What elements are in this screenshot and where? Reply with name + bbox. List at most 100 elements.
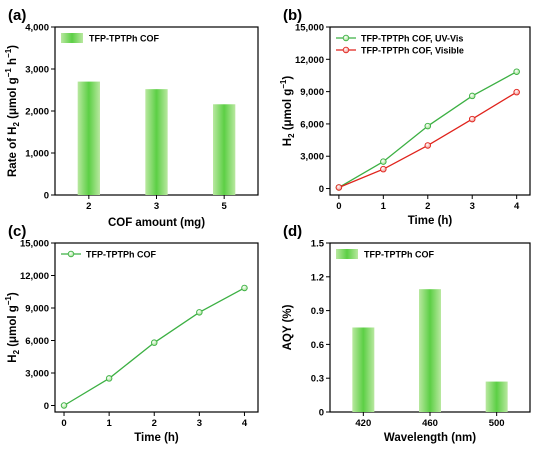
- legend-marker: [342, 34, 350, 42]
- y-axis-label-part: H: [7, 354, 19, 362]
- x-tick-label: 1: [106, 418, 112, 429]
- legend-label: TFP-TPTPh COF: [364, 250, 434, 260]
- y-axis-label-part: ): [7, 45, 19, 49]
- y-axis-label: AQY (%): [282, 304, 294, 350]
- bar-3: [145, 89, 168, 195]
- y-tick-label: 15,000: [295, 23, 324, 34]
- data-point: [468, 92, 476, 100]
- x-tick-label: 3: [197, 418, 202, 429]
- y-tick-label: 3,000: [300, 152, 324, 163]
- y-tick-label: 0: [44, 191, 49, 202]
- x-tick-label: 420: [355, 418, 371, 429]
- data-point: [513, 68, 520, 75]
- y-axis-label-part: −1: [4, 68, 13, 78]
- data-point: [468, 115, 476, 123]
- legend-label: TFP-TPTPh COF: [86, 250, 156, 260]
- series-line-1: [338, 91, 518, 189]
- y-tick-label: 9,000: [25, 304, 49, 315]
- legend-marker: [342, 46, 350, 54]
- y-axis-label: H2 (μmol g−1): [4, 292, 21, 363]
- y-axis-label-part: −1: [4, 48, 13, 58]
- x-tick-label: 4: [242, 418, 248, 429]
- x-tick-label: 3: [470, 201, 475, 212]
- x-tick-label: 0: [336, 201, 341, 212]
- x-tick-label: 2: [86, 201, 91, 212]
- y-tick-label: 1.5: [311, 239, 325, 250]
- data-point: [150, 339, 158, 346]
- panel-a: (a) 0 1,000 2,000 3,000 4,000 2 3 5 COF amount (m…: [4, 7, 259, 229]
- data-point: [380, 158, 387, 165]
- y-tick-label: 0.6: [311, 340, 324, 351]
- y-axis-label-part: h: [7, 58, 19, 68]
- x-axis-label: Time (h): [134, 432, 179, 444]
- y-axis-label: H2 (μmol g−1): [279, 76, 296, 147]
- data-point: [380, 165, 387, 173]
- series-line-0: [63, 287, 245, 407]
- y-tick-label: 6,000: [300, 119, 324, 130]
- y-tick-label: 1.2: [311, 272, 324, 283]
- x-tick-label: 1: [381, 201, 387, 212]
- y-tick-label: 6,000: [25, 336, 49, 347]
- panel-c: (c) 0 3,000 6,000 9,000 12,000 15,000 0 1 2 3 4 Time…: [4, 223, 259, 444]
- y-tick-label: 0.3: [311, 374, 324, 385]
- y-axis-label-part: (μmol g: [7, 305, 19, 350]
- y-axis-label-part: H: [282, 138, 294, 146]
- y-axis-label-part: 2: [12, 349, 21, 354]
- legend-marker: [67, 250, 75, 258]
- x-tick-label: 2: [425, 201, 430, 212]
- y-tick-label: 2,000: [25, 107, 49, 118]
- panel-label: (c): [8, 223, 26, 240]
- data-point: [513, 88, 520, 96]
- x-tick-label: 5: [222, 201, 228, 212]
- y-axis-label-part: ): [282, 76, 294, 80]
- y-tick-label: 15,000: [20, 239, 49, 250]
- y-tick-label: 1,000: [25, 149, 49, 160]
- x-axis-label: Time (h): [408, 215, 453, 227]
- y-tick-label: 0: [319, 408, 324, 419]
- data-point: [424, 142, 432, 149]
- y-tick-label: 4,000: [25, 23, 49, 34]
- y-tick-label: 12,000: [295, 55, 324, 66]
- x-axis-label: COF amount (mg): [108, 217, 205, 229]
- panel-label: (b): [283, 7, 302, 24]
- y-tick-label: 9,000: [300, 87, 324, 98]
- y-axis-label-part: −1: [279, 79, 288, 89]
- y-tick-label: 0.9: [311, 306, 324, 317]
- plot-frame: [329, 26, 531, 196]
- data-point: [60, 402, 68, 409]
- x-tick-label: 0: [61, 418, 66, 429]
- y-axis-label-part: AQY (%): [282, 304, 294, 350]
- legend-swatch: [336, 249, 358, 259]
- y-axis-label-part: −1: [4, 296, 13, 306]
- bar-2: [77, 81, 100, 195]
- y-axis-label-part: ): [7, 292, 19, 296]
- y-axis-label: Rate of H2 (μmol g−1 h−1): [4, 45, 21, 177]
- legend-label: TFP-TPTPh COF, UV-Vis: [361, 34, 463, 44]
- y-tick-label: 0: [319, 184, 324, 195]
- bar-460: [419, 289, 441, 412]
- y-tick-label: 3,000: [25, 369, 49, 380]
- bar-420: [352, 327, 375, 412]
- legend-label: TFP-TPTPh COF: [89, 34, 159, 44]
- x-axis-label: Wavelength (nm): [384, 432, 476, 444]
- x-tick-label: 4: [514, 201, 520, 212]
- y-axis-label-part: 2: [12, 122, 21, 127]
- y-axis-label-part: 2: [287, 133, 296, 138]
- x-tick-label: 3: [154, 201, 159, 212]
- bar-5: [213, 104, 236, 195]
- y-axis-label-part: (μmol g: [282, 89, 294, 134]
- y-axis-label-part: (μmol g: [7, 77, 19, 122]
- y-tick-label: 3,000: [25, 65, 49, 76]
- y-tick-label: 12,000: [20, 271, 49, 282]
- panel-label: (d): [283, 223, 302, 240]
- bar-500: [485, 381, 508, 412]
- x-tick-label: 460: [422, 418, 438, 429]
- x-tick-label: 2: [152, 418, 157, 429]
- x-tick-label: 500: [489, 418, 505, 429]
- data-point: [196, 309, 203, 316]
- panel-label: (a): [8, 7, 26, 24]
- series-line-0: [338, 71, 517, 189]
- data-point: [335, 184, 343, 191]
- data-point: [424, 122, 432, 130]
